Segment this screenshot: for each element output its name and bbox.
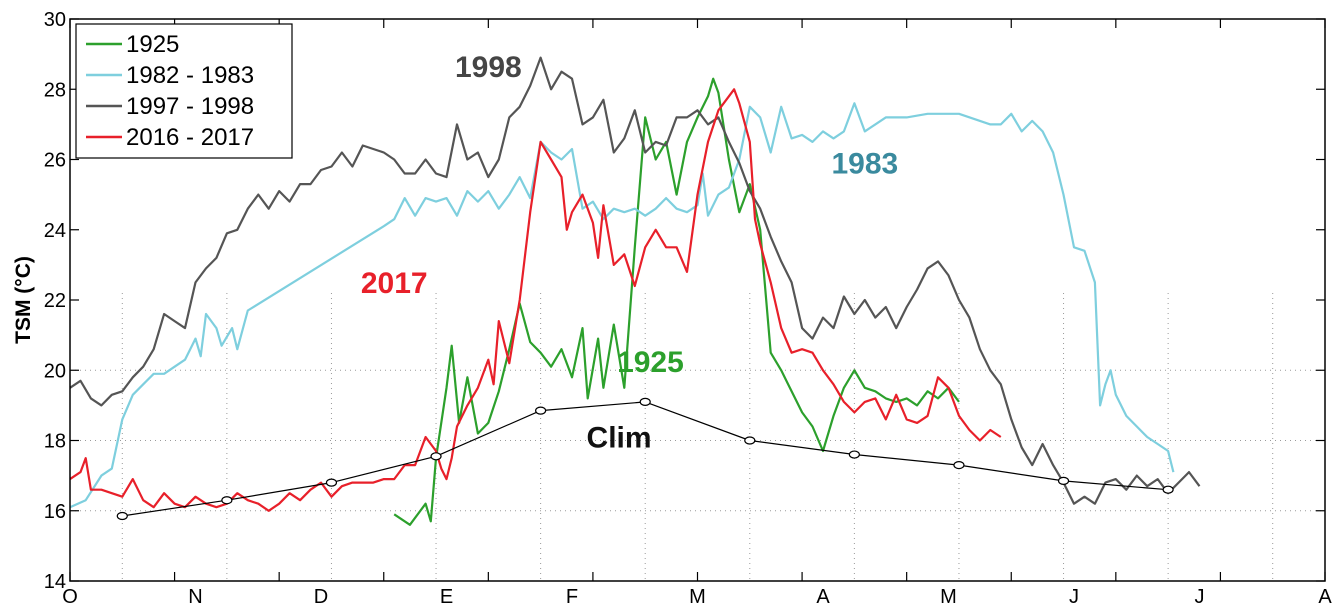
legend-box [75,23,293,159]
clim-point [430,452,442,461]
y-tick-label: 20 [44,360,66,382]
x-tick-label: M [689,586,706,607]
clim-point [1057,476,1070,485]
y-tick-label: 14 [44,571,66,593]
clim-point [744,436,756,445]
x-tick-label: N [188,586,202,607]
legend: 1925 1982 - 1983 1997 - 1998 2016 - 2017 [75,23,293,159]
clim-point [639,397,651,406]
x-tick-label: J [1195,586,1205,607]
x-tick-label: E [440,586,453,607]
legend-label: 1982 - 1983 [126,62,254,89]
x-tick-label: O [62,586,78,607]
y-tick-label: 24 [44,220,66,242]
y-tick-label: 28 [44,79,66,101]
x-tick-label: D [314,586,328,607]
x-tick-label: A [816,586,830,607]
axes: 14 16 18 20 22 24 26 28 30 O N D E F M A M J J A [44,9,1333,607]
legend-label: 1997 - 1998 [126,93,254,120]
legend-label: 1925 [126,31,179,58]
grid-lines [70,292,1325,581]
x-tick-label: A [1318,586,1332,607]
clim-point [953,460,965,470]
annotations: 1998 1983 2017 1925 Clim [361,51,898,455]
annotation-label: 1983 [831,148,898,181]
x-tick-label: M [940,586,957,607]
y-tick-label: 30 [44,9,66,31]
annotation-label: 1925 [617,346,684,379]
annotation-label: Clim [587,422,652,455]
annotation-label: 2017 [361,267,428,300]
y-tick-label: 16 [44,501,66,523]
y-tick-label: 26 [44,150,66,172]
legend-label: 2016 - 2017 [126,124,254,151]
clim-point [535,406,547,415]
x-tick-label: J [1069,586,1079,607]
series-lines [69,56,1201,526]
series-line-2 [69,56,1201,505]
clim-point [1162,485,1174,494]
series-line-1 [69,102,1175,509]
y-axis-label: TSM (°C) [12,256,35,344]
clim-point [221,496,233,505]
y-tick-label: 18 [44,431,66,453]
annotation-label: 1998 [455,51,522,84]
clim-point [848,450,860,459]
series-line-0 [393,77,960,526]
y-tick-label: 22 [44,290,66,312]
x-tick-label: F [566,586,578,607]
clim-point [116,511,128,521]
clim-point [325,478,338,487]
